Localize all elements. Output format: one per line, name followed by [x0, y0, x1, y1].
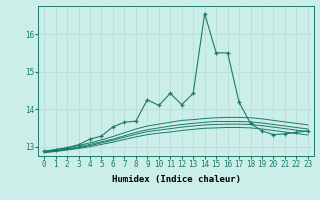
- X-axis label: Humidex (Indice chaleur): Humidex (Indice chaleur): [111, 175, 241, 184]
